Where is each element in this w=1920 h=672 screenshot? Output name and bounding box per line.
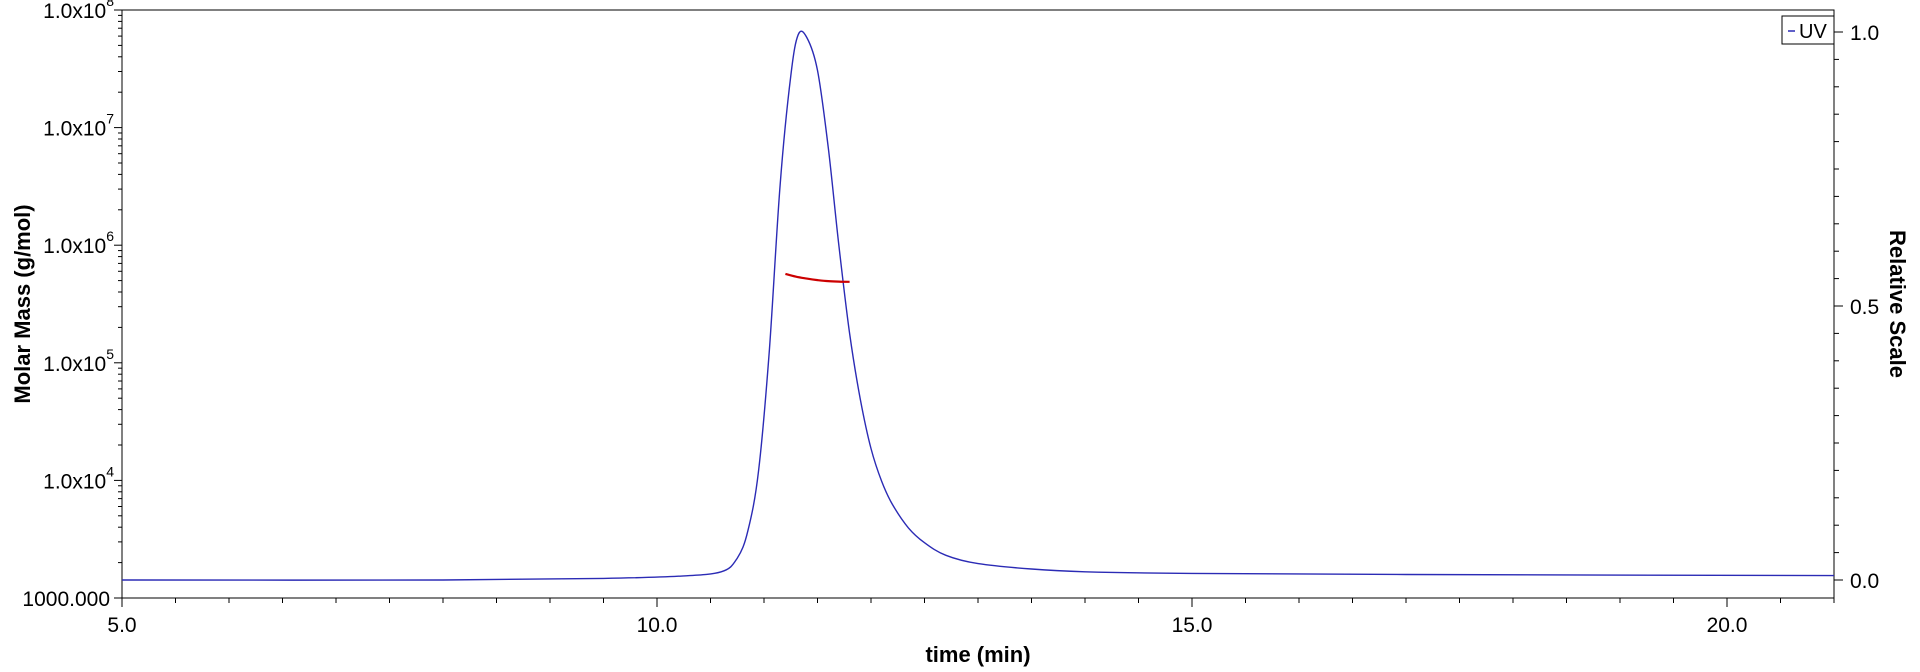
x-tick-label: 5.0 [107, 614, 136, 637]
y-left-tick-label: 1.0x108 [43, 0, 114, 23]
x-tick-label: 20.0 [1707, 614, 1748, 637]
legend-box [1781, 15, 1835, 45]
y-right-axis-title: Relative Scale [1885, 230, 1910, 378]
x-tick-label: 15.0 [1172, 614, 1213, 637]
y-left-tick-label: 1000.000 [22, 588, 110, 611]
x-axis-title: time (min) [925, 642, 1030, 667]
y-left-tick-label: 1.0x104 [43, 463, 114, 493]
y-left-axis-ticks: 1000.000 1.0x104 1.0x105 1.0x106 1.0x107 1.0x… [22, 0, 122, 611]
legend: UV [1781, 15, 1835, 45]
x-axis-ticks: 5.0 10.0 15.0 20.0 [107, 598, 1835, 637]
y-left-axis-title: Molar Mass (g/mol) [10, 204, 35, 403]
plot-area [121, 9, 1835, 599]
molar-mass-series-line [785, 272, 850, 283]
uv-series-line [121, 30, 1835, 581]
y-left-tick-label: 1.0x107 [43, 111, 114, 141]
y-right-tick-label: 1.0 [1850, 22, 1879, 45]
y-right-axis-ticks: 0.0 0.5 1.0 [1834, 22, 1879, 593]
y-left-tick-label: 1.0x106 [43, 228, 114, 258]
y-right-tick-label: 0.5 [1850, 296, 1879, 319]
y-right-tick-label: 0.0 [1850, 570, 1879, 593]
legend-label: UV [1799, 21, 1827, 43]
y-left-tick-label: 1.0x105 [43, 346, 114, 376]
series-layer [121, 30, 1835, 581]
x-tick-label: 10.0 [637, 614, 678, 637]
